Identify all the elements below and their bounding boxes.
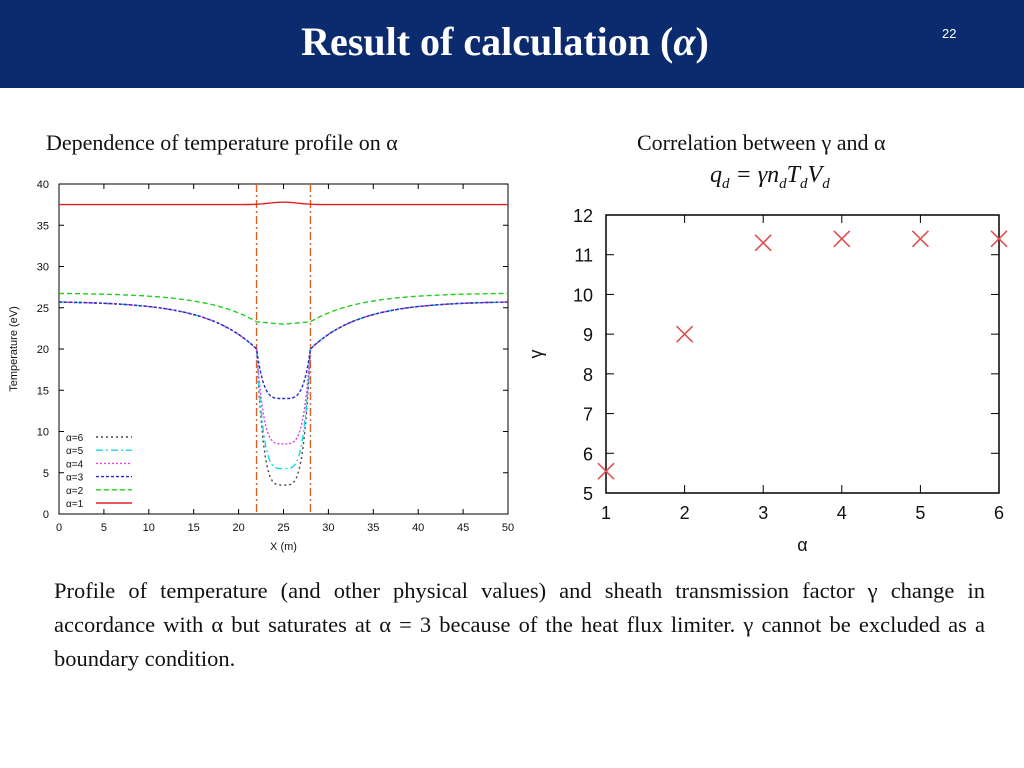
y-tick-label: 7 (583, 405, 593, 425)
y-tick-label: 5 (583, 484, 593, 504)
x-tick-label: 1 (601, 503, 611, 523)
x-axis-label: α (797, 535, 807, 555)
data-point-marker (676, 325, 694, 343)
legend-label: α=2 (66, 486, 84, 497)
x-tick-label: 50 (502, 522, 514, 534)
y-axis-label: Temperature (eV) (8, 306, 20, 392)
series-line (58, 301, 509, 400)
heat-flux-formula: qd = γndTdVd (710, 162, 830, 192)
legend-label: α=6 (66, 433, 84, 444)
y-axis-label: γ (526, 350, 546, 359)
series-line (58, 301, 509, 486)
data-point-marker (597, 462, 615, 480)
y-tick-label: 25 (37, 303, 49, 315)
right-chart-caption: Correlation between γ and α (637, 130, 886, 155)
x-tick-label: 6 (994, 503, 1004, 523)
left-chart-caption: Dependence of temperature profile on α (46, 130, 398, 155)
x-tick-label: 15 (188, 522, 200, 534)
x-tick-label: 5 (915, 503, 925, 523)
temperature-profile-chart: 0 5 10 15 20 25 30 35 40 45 50 0 5 10 15 20 25 30 35 40 X (m… (8, 179, 514, 553)
data-point-marker (833, 230, 851, 248)
data-point-marker (990, 230, 1008, 248)
y-tick-label: 9 (583, 325, 593, 345)
x-tick-label: 20 (232, 522, 244, 534)
y-tick-label: 20 (37, 344, 49, 356)
x-tick-label: 5 (101, 522, 107, 534)
x-tick-label: 0 (56, 522, 62, 534)
legend-label: α=4 (66, 459, 84, 470)
y-tick-label: 15 (37, 385, 49, 397)
x-tick-label: 2 (680, 503, 690, 523)
x-tick-label: 40 (412, 522, 424, 534)
x-axis-label: X (m) (270, 541, 297, 553)
x-tick-label: 3 (758, 503, 768, 523)
series-line (58, 301, 509, 470)
y-tick-label: 6 (583, 444, 593, 464)
y-tick-label: 11 (574, 246, 593, 266)
x-tick-label: 25 (277, 522, 289, 534)
x-tick-label: 10 (143, 522, 155, 534)
y-tick-label: 5 (43, 468, 49, 480)
x-tick-label: 35 (367, 522, 379, 534)
data-point-marker (754, 234, 772, 252)
series-line (58, 301, 509, 445)
legend-label: α=5 (66, 446, 84, 457)
y-tick-label: 12 (573, 206, 593, 226)
data-point-marker (911, 230, 929, 248)
y-tick-label: 10 (37, 427, 49, 439)
y-tick-label: 0 (43, 509, 49, 521)
series-line (59, 201, 508, 206)
y-tick-label: 10 (573, 285, 593, 305)
y-tick-label: 30 (37, 262, 49, 274)
y-tick-label: 40 (37, 179, 49, 191)
title-bar: Result of calculation (α) 22 (0, 0, 1024, 88)
x-tick-label: 4 (837, 503, 847, 523)
plot-frame (58, 183, 509, 515)
series-line (58, 292, 509, 326)
plot-frame (605, 214, 1000, 494)
slide-title: Result of calculation (α) (301, 19, 709, 64)
summary-text: Profile of temperature (and other physic… (54, 578, 985, 671)
x-tick-label: 30 (322, 522, 334, 534)
y-tick-label: 35 (37, 220, 49, 232)
x-tick-label: 45 (457, 522, 469, 534)
legend-label: α=1 (66, 499, 84, 510)
legend-label: α=3 (66, 473, 84, 484)
slide-number: 22 (942, 26, 957, 41)
y-tick-label: 8 (583, 365, 593, 385)
